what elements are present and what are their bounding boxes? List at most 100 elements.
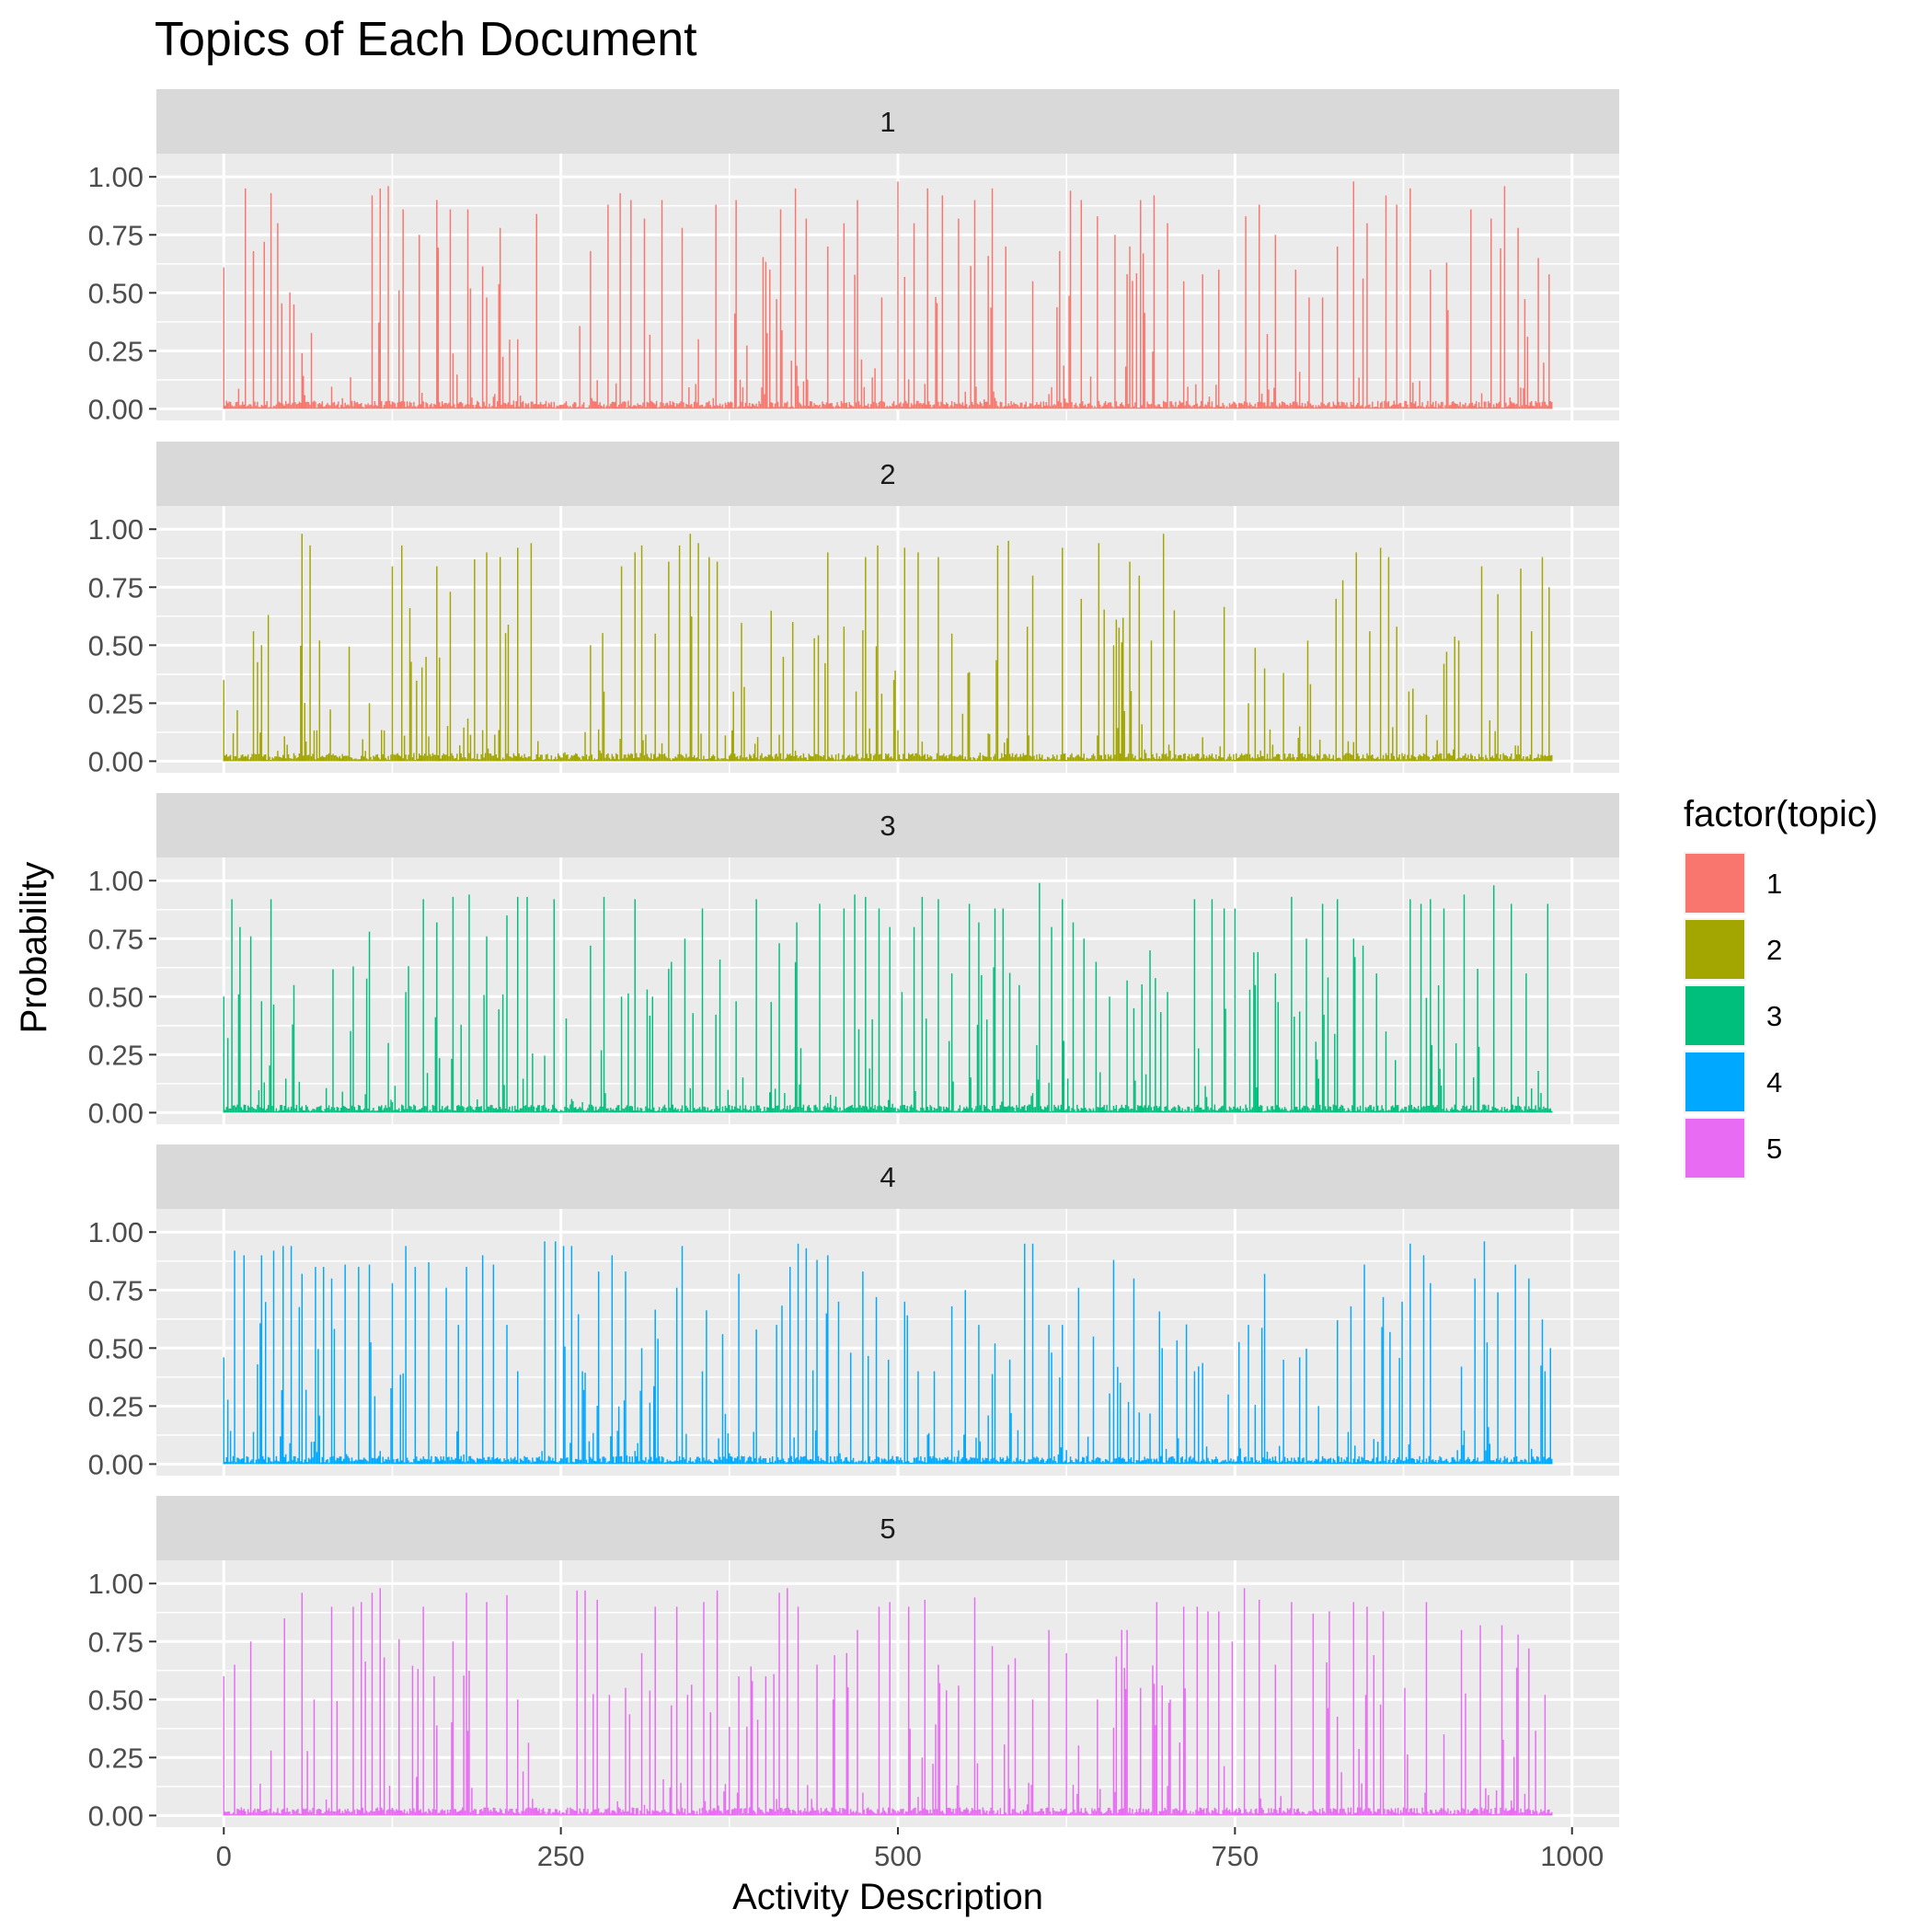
bar [817,1810,820,1816]
bar [512,753,515,762]
bar [1454,1459,1455,1465]
bar [428,1262,430,1465]
bar [385,759,388,762]
bar [451,753,453,762]
bar [604,1093,606,1113]
bar [657,756,659,762]
bar [1240,753,1243,762]
bar [480,1809,482,1816]
bar [1495,403,1498,409]
bar [1292,1462,1294,1465]
bar [514,1456,516,1465]
bar [538,757,540,762]
bar [930,1458,933,1465]
bar [747,1812,750,1816]
bar [541,404,543,409]
bar [804,405,806,409]
bar [1030,1096,1032,1113]
bar [689,1457,692,1465]
bar [1303,407,1305,409]
bar [631,753,634,762]
bar [1076,405,1078,409]
bar [961,402,964,409]
bar [744,1808,747,1816]
bar [292,402,293,409]
bar [735,1808,737,1816]
bar [926,753,928,762]
bar [1399,1110,1402,1113]
bar [1306,1106,1309,1113]
bar [1077,754,1080,762]
bar [1474,1110,1476,1113]
bar [628,1456,631,1465]
bar [1514,1264,1516,1465]
bar [1153,195,1156,409]
bar [622,401,624,409]
bar [1335,1462,1337,1465]
bar [781,1109,783,1113]
bar [1518,1105,1521,1113]
bar [448,756,450,762]
bar [464,405,466,409]
bar [849,1105,852,1113]
bar [1110,1462,1112,1465]
bar [968,405,971,409]
bar [584,731,586,762]
bar [272,1811,275,1816]
bar [724,1784,727,1816]
bar [1451,401,1454,409]
bar [666,402,669,409]
bar [646,989,649,1113]
bar [251,406,253,409]
bar [1016,753,1018,762]
bar [924,1456,926,1465]
bar [721,1106,724,1113]
bar [474,559,476,762]
bar [1390,1462,1393,1465]
bar [1028,1782,1029,1816]
bar [246,1110,247,1113]
bar [1075,1458,1077,1465]
bar [225,1107,227,1113]
bar [766,756,768,762]
bar [875,1813,878,1816]
bar [646,401,649,409]
bar [478,759,481,762]
bar [842,403,844,409]
bar [979,753,982,762]
bar [535,1457,537,1465]
bar [680,1782,682,1816]
bar [635,1110,638,1113]
bar [1346,1456,1348,1465]
bar [668,1461,670,1465]
bar [1142,253,1144,409]
bar [1422,1106,1425,1113]
bar [855,1108,857,1113]
bar [1243,1456,1246,1465]
bar [1153,1458,1156,1465]
bar [294,1108,296,1113]
bar [463,1675,465,1816]
bar [380,1463,383,1465]
bar [564,752,566,762]
bar [814,1810,817,1816]
bar [653,1811,655,1816]
bar [1130,1457,1133,1465]
bar [481,1110,484,1113]
bar [408,1808,411,1816]
bar [297,757,299,762]
bar [1433,1461,1435,1465]
bar [368,931,371,1113]
bar [793,1810,795,1816]
bar [1297,1110,1299,1113]
bar [1292,1814,1294,1816]
bar [336,756,339,762]
bar [692,407,694,409]
bar [515,401,518,409]
bar [791,1108,794,1113]
bar [394,1811,397,1816]
bar [402,209,404,409]
bar [1453,401,1455,409]
bar [1336,1716,1339,1816]
bar [592,1432,594,1465]
